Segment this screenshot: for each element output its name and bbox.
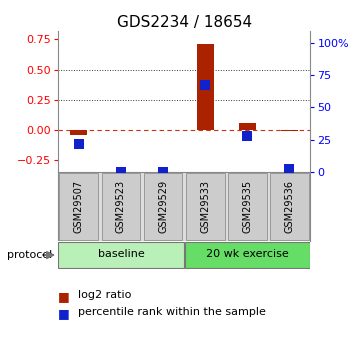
Text: ■: ■ — [58, 307, 70, 320]
Text: ▶: ▶ — [46, 250, 55, 260]
Text: GSM29523: GSM29523 — [116, 180, 126, 233]
Point — [202, 82, 208, 88]
Text: GSM29535: GSM29535 — [242, 180, 252, 233]
Text: 20 wk exercise: 20 wk exercise — [206, 249, 289, 259]
Text: GSM29533: GSM29533 — [200, 180, 210, 233]
Bar — [58, 242, 184, 268]
Text: log2 ratio: log2 ratio — [78, 290, 131, 300]
Bar — [228, 174, 267, 239]
Bar — [239, 122, 256, 130]
Text: baseline: baseline — [97, 249, 144, 259]
Bar — [186, 174, 225, 239]
Bar — [270, 174, 309, 239]
Bar — [60, 174, 98, 239]
Point — [118, 169, 124, 175]
Point — [244, 133, 250, 139]
Bar — [144, 174, 182, 239]
Title: GDS2234 / 18654: GDS2234 / 18654 — [117, 15, 252, 30]
Point — [160, 169, 166, 175]
Text: GSM29507: GSM29507 — [74, 180, 84, 233]
Bar — [101, 174, 140, 239]
Bar — [281, 130, 298, 131]
Bar — [70, 130, 87, 135]
Text: GSM29529: GSM29529 — [158, 180, 168, 233]
Point — [76, 141, 82, 146]
Point — [287, 167, 292, 172]
Text: GSM29536: GSM29536 — [284, 180, 295, 233]
Bar — [197, 44, 214, 130]
Text: percentile rank within the sample: percentile rank within the sample — [78, 307, 265, 317]
Bar — [184, 242, 310, 268]
Text: ■: ■ — [58, 290, 70, 303]
Text: protocol: protocol — [7, 250, 52, 260]
